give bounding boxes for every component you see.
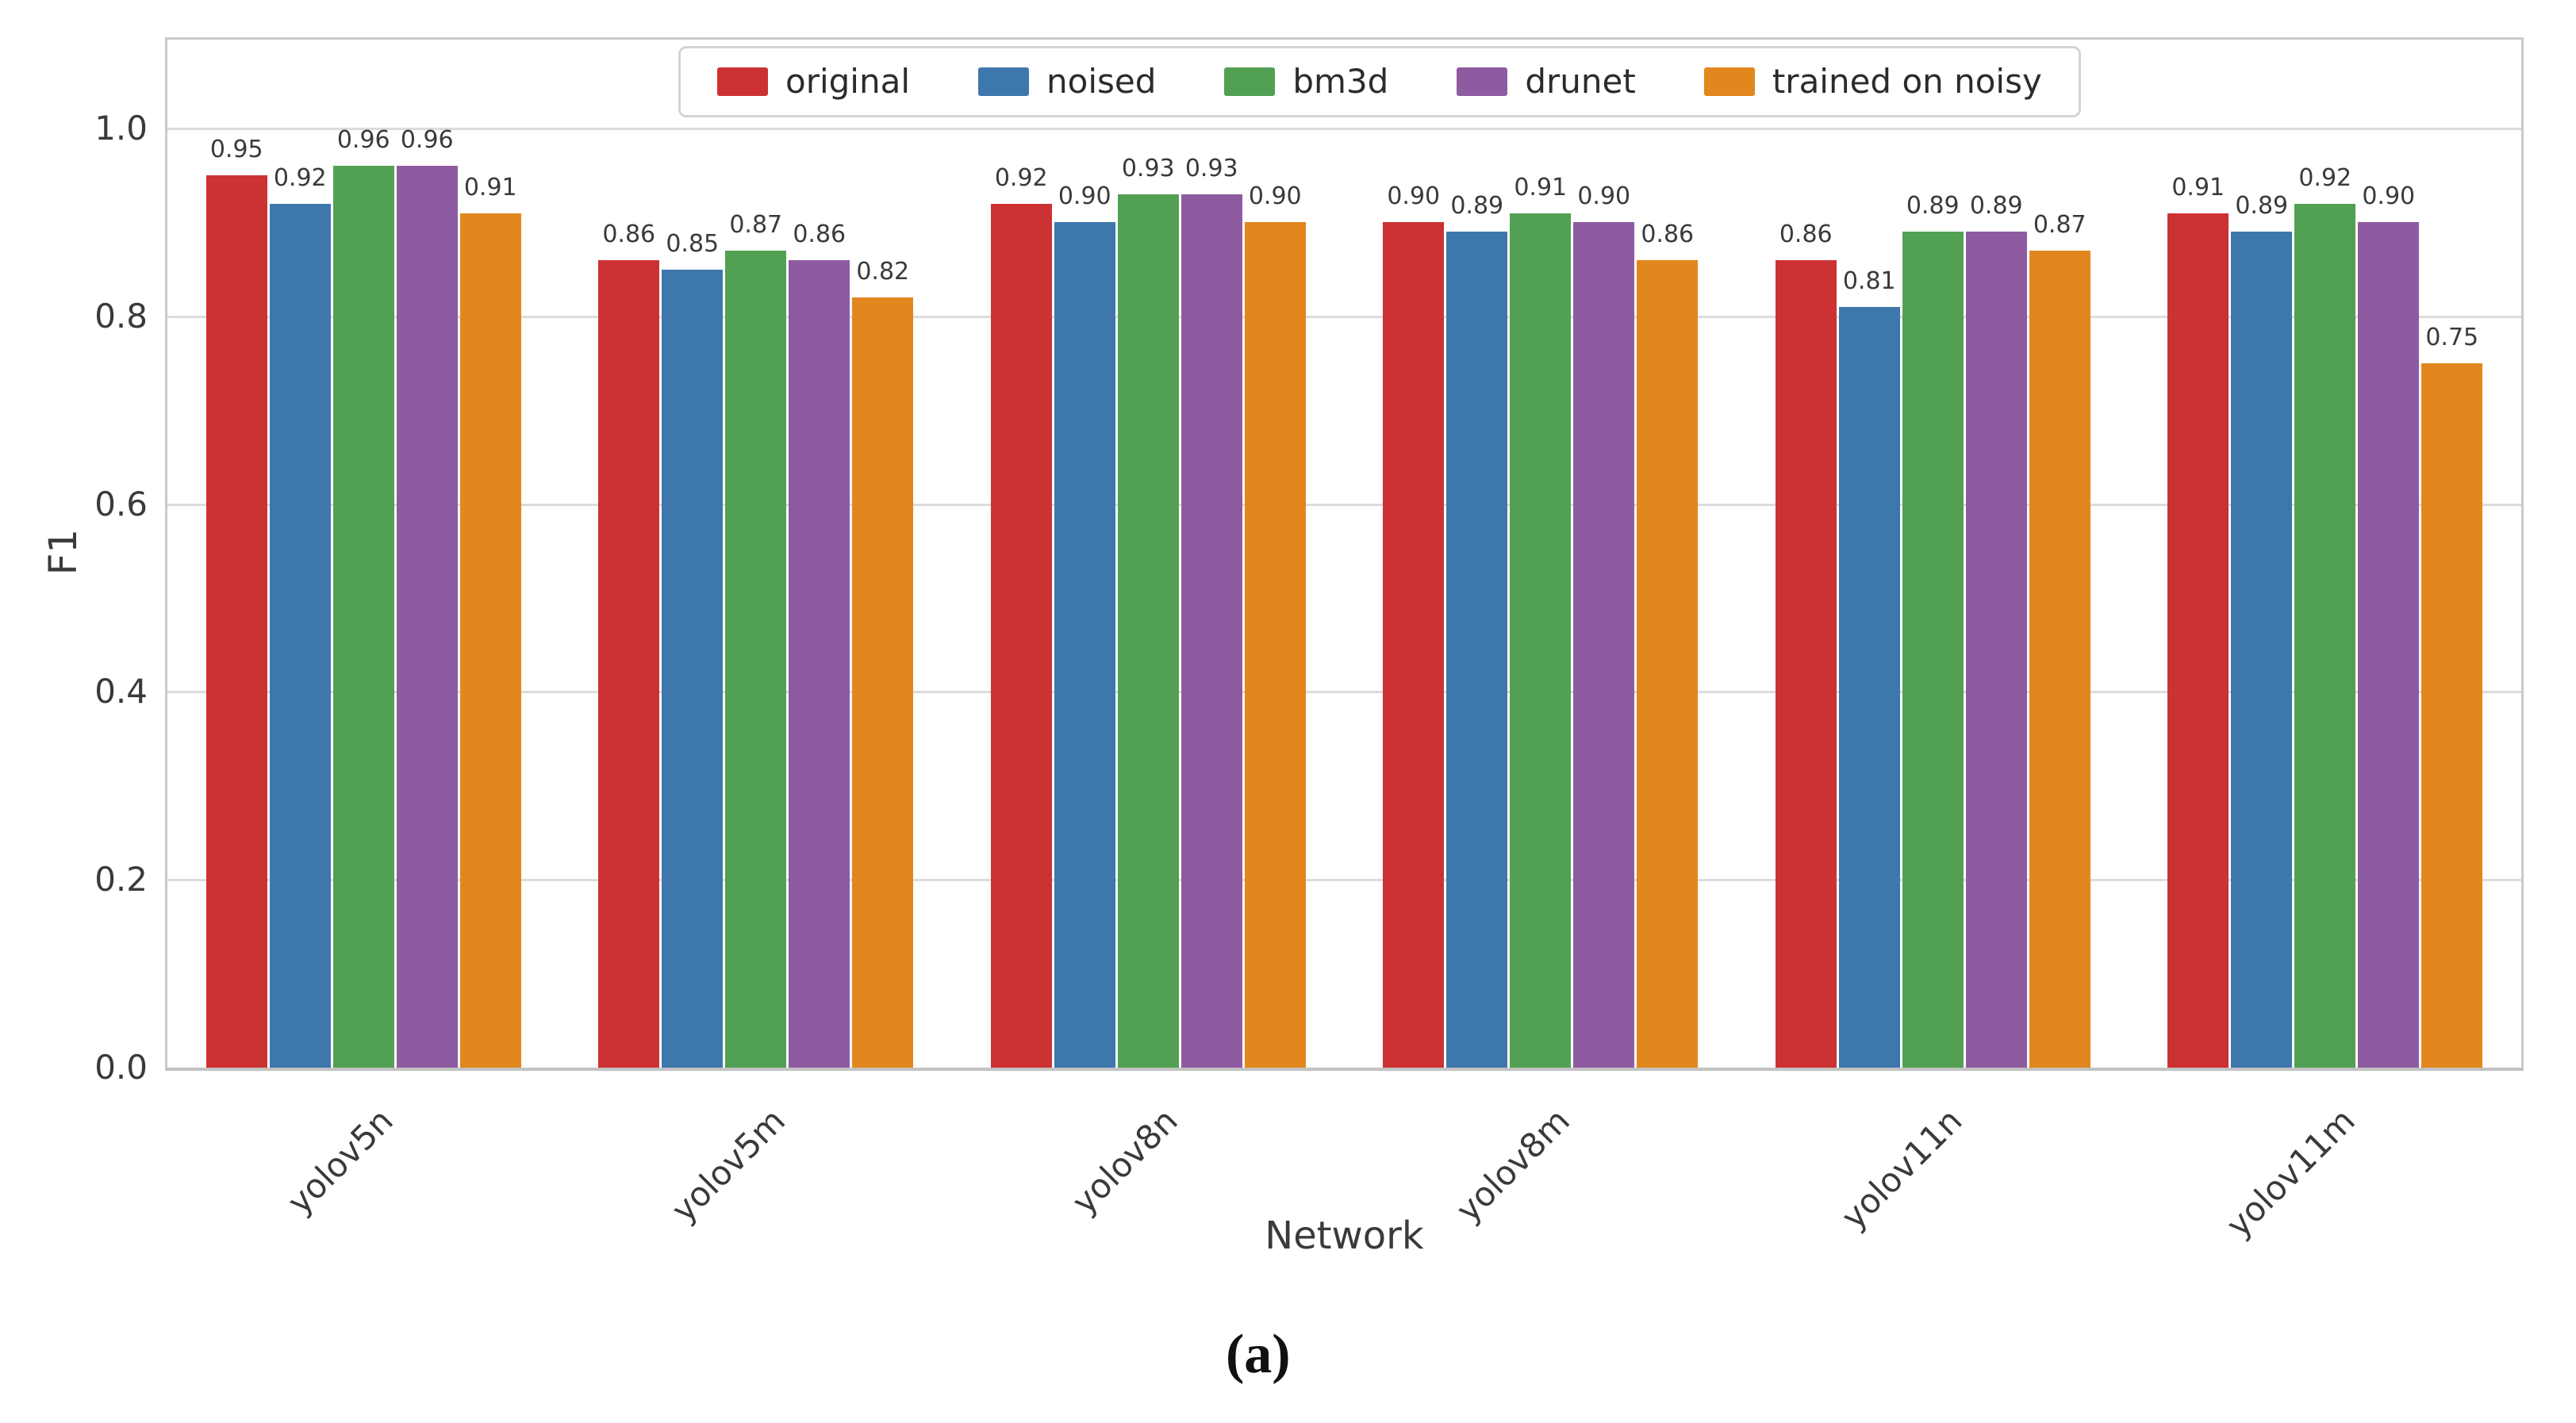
- legend-swatch-icon: [717, 67, 768, 96]
- bar-value-label: 0.90: [1387, 182, 1441, 211]
- gridline: [167, 503, 2521, 506]
- bar-value-label: 0.82: [856, 258, 910, 286]
- x-tick-label: yolov5m: [664, 1101, 793, 1230]
- legend-label: drunet: [1525, 62, 1636, 101]
- bar-value-label: 0.89: [1969, 192, 2023, 221]
- bar: [852, 297, 914, 1068]
- bar: [459, 213, 521, 1068]
- bar-value-label: 0.92: [994, 163, 1048, 192]
- bar: [332, 166, 394, 1068]
- x-tick-label: yolov11m: [2218, 1101, 2363, 1245]
- legend-item: drunet: [1457, 62, 1636, 101]
- bar-value-label: 0.81: [1842, 267, 1896, 295]
- gridline: [167, 691, 2521, 694]
- y-tick-label: 0.6: [94, 484, 148, 524]
- bar-value-label: 0.93: [1121, 154, 1175, 182]
- bar-value-label: 0.90: [1058, 182, 1111, 211]
- x-tick-label: yolov5n: [279, 1101, 401, 1222]
- bar-value-label: 0.96: [336, 126, 390, 155]
- bar-value-label: 0.91: [2171, 173, 2225, 201]
- bar: [990, 203, 1052, 1068]
- bar-value-label: 0.91: [1514, 173, 1568, 201]
- bar: [2029, 250, 2090, 1068]
- y-tick-label: 0.2: [94, 860, 148, 899]
- y-tick-label: 1.0: [94, 109, 148, 148]
- legend-swatch-icon: [1703, 67, 1755, 96]
- bar: [789, 259, 850, 1068]
- bar-value-label: 0.96: [400, 126, 454, 155]
- bar: [2167, 213, 2229, 1068]
- bar-value-label: 0.87: [2033, 210, 2087, 239]
- legend-item: original: [717, 63, 910, 101]
- bar: [1637, 259, 1699, 1068]
- x-tick-label: yolov11n: [1833, 1101, 1970, 1237]
- y-axis-label: F1: [41, 528, 86, 576]
- bar: [1244, 222, 1306, 1068]
- bar-value-label: 0.86: [1641, 220, 1695, 248]
- bar-value-label: 0.89: [2235, 192, 2289, 221]
- bar-value-label: 0.75: [2425, 324, 2479, 351]
- legend-item: noised: [978, 63, 1156, 101]
- y-tick-label: 0.0: [94, 1048, 148, 1087]
- bar: [2358, 222, 2420, 1068]
- bar-value-label: 0.86: [602, 220, 656, 248]
- bar-value-label: 0.90: [2362, 182, 2416, 211]
- legend-label: bm3d: [1292, 62, 1389, 101]
- bar-value-label: 0.86: [793, 220, 847, 248]
- figure-caption: (a): [1226, 1324, 1291, 1385]
- legend-label: noised: [1046, 62, 1157, 101]
- bar-value-label: 0.90: [1248, 182, 1302, 211]
- legend-item: trained on noisy: [1703, 62, 2042, 101]
- bar-value-label: 0.89: [1450, 192, 1504, 221]
- bar: [1838, 306, 1900, 1068]
- bar: [1510, 213, 1572, 1068]
- bar-value-label: 0.86: [1779, 220, 1833, 248]
- bar-value-label: 0.95: [209, 136, 263, 164]
- legend-swatch-icon: [1224, 67, 1276, 96]
- bar: [1902, 232, 1964, 1068]
- bar: [396, 166, 458, 1068]
- bar: [1181, 194, 1242, 1068]
- y-tick-label: 0.8: [94, 296, 148, 336]
- bar: [1965, 232, 2027, 1068]
- gridline: [167, 128, 2521, 130]
- bar-value-label: 0.85: [666, 229, 720, 258]
- bar-value-label: 0.90: [1577, 182, 1631, 211]
- bar: [205, 175, 267, 1068]
- gridline: [167, 315, 2521, 318]
- bar: [662, 269, 724, 1068]
- legend: original noised bm3d drunet trained on noisy: [678, 46, 2081, 117]
- legend-item: bm3d: [1224, 63, 1388, 101]
- bar: [2294, 203, 2356, 1068]
- bar: [598, 259, 660, 1068]
- bar: [269, 203, 331, 1068]
- bar: [2421, 363, 2483, 1068]
- y-tick-label: 0.4: [94, 672, 148, 712]
- gridline: [167, 879, 2521, 882]
- bar-value-label: 0.89: [1906, 192, 1960, 221]
- legend-label: original: [785, 62, 910, 101]
- bar: [2231, 232, 2293, 1068]
- x-axis-label: Network: [1265, 1214, 1424, 1258]
- legend-swatch-icon: [978, 67, 1029, 96]
- bar-value-label: 0.92: [273, 163, 327, 192]
- x-tick-label: yolov8n: [1064, 1101, 1185, 1222]
- bar: [1446, 232, 1508, 1068]
- x-tick-label: yolov8m: [1449, 1101, 1578, 1230]
- bar-value-label: 0.93: [1184, 154, 1238, 182]
- bar: [1117, 194, 1179, 1068]
- bar: [725, 250, 787, 1068]
- bar: [1383, 222, 1445, 1068]
- legend-label: trained on noisy: [1772, 62, 2042, 101]
- plot-area: [167, 40, 2521, 1068]
- bar-value-label: 0.91: [463, 173, 517, 201]
- bar-value-label: 0.87: [729, 210, 783, 239]
- legend-swatch-icon: [1457, 67, 1508, 96]
- bar: [1054, 222, 1115, 1068]
- bar: [1775, 259, 1837, 1068]
- bar-value-label: 0.92: [2298, 163, 2352, 192]
- bar: [1573, 222, 1635, 1068]
